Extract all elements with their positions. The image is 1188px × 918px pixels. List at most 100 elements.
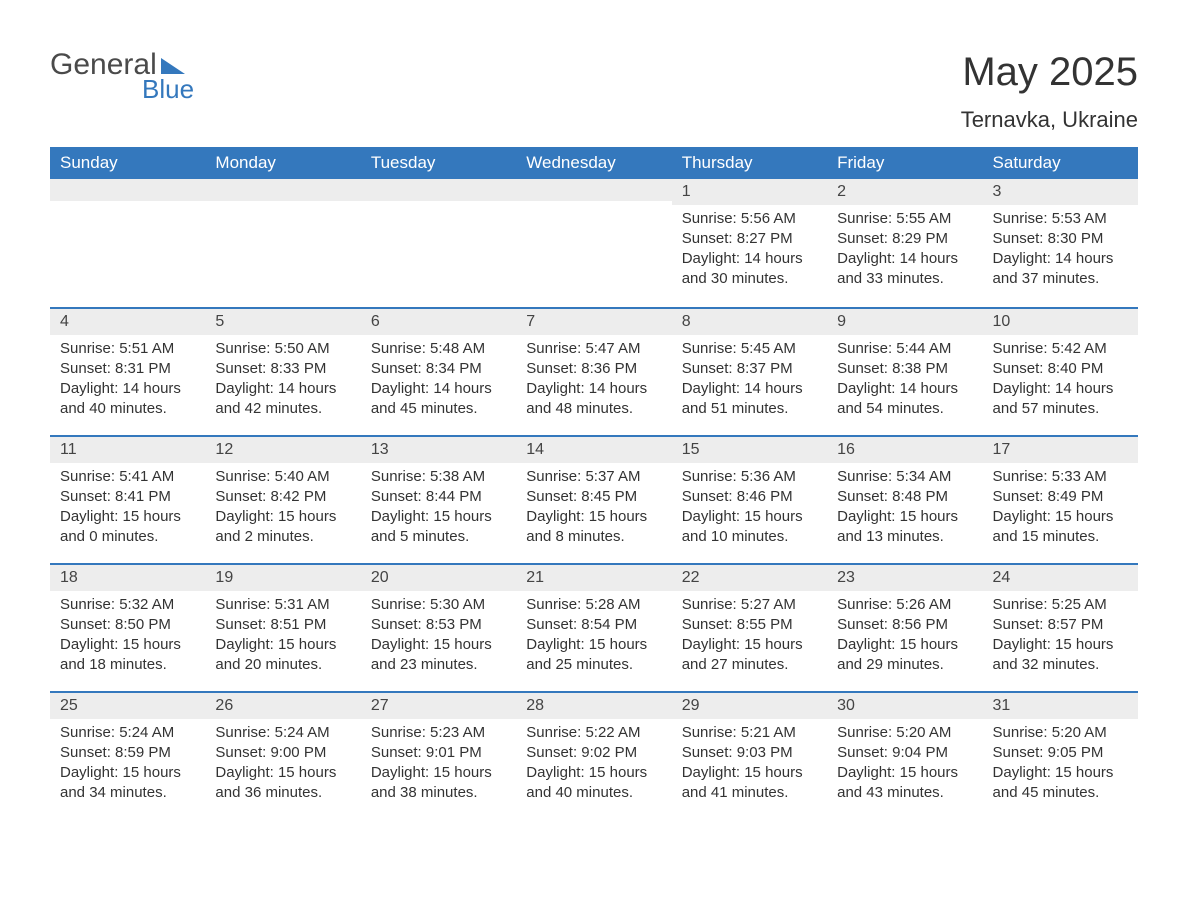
day-number: 31 [983,693,1138,719]
day-cell: 16Sunrise: 5:34 AMSunset: 8:48 PMDayligh… [827,437,982,563]
day-cell: 26Sunrise: 5:24 AMSunset: 9:00 PMDayligh… [205,693,360,819]
day-number: 14 [516,437,671,463]
day-body: Sunrise: 5:37 AMSunset: 8:45 PMDaylight:… [516,463,671,558]
sunrise-text: Sunrise: 5:28 AM [526,595,661,615]
day-number: 21 [516,565,671,591]
week-row: 18Sunrise: 5:32 AMSunset: 8:50 PMDayligh… [50,563,1138,691]
day-body: Sunrise: 5:20 AMSunset: 9:05 PMDaylight:… [983,719,1138,814]
daylight-text: Daylight: 15 hours and 10 minutes. [682,507,817,548]
day-cell: 12Sunrise: 5:40 AMSunset: 8:42 PMDayligh… [205,437,360,563]
daylight-text: Daylight: 15 hours and 8 minutes. [526,507,661,548]
sunrise-text: Sunrise: 5:40 AM [215,467,350,487]
weekday-header: Thursday [672,147,827,179]
day-body: Sunrise: 5:45 AMSunset: 8:37 PMDaylight:… [672,335,827,430]
week-row: 1 Sunrise: 5:56 AMSunset: 8:27 PM Daylight… [50,179,1138,307]
sunrise-text: Sunrise: 5:50 AM [215,339,350,359]
day-number: 9 [827,309,982,335]
sunset-text: Sunset: 9:03 PM [682,743,817,763]
day-cell: 22Sunrise: 5:27 AMSunset: 8:55 PMDayligh… [672,565,827,691]
daylight-text: Daylight: 14 hours and 37 minutes. [993,249,1128,290]
day-number: 3 [983,179,1138,205]
sunrise-text: Sunrise: 5:56 AM [682,209,817,229]
day-number: 4 [50,309,205,335]
sunrise-text: Sunrise: 5:42 AM [993,339,1128,359]
day-cell: 10Sunrise: 5:42 AMSunset: 8:40 PMDayligh… [983,309,1138,435]
day-cell: 5Sunrise: 5:50 AMSunset: 8:33 PMDaylight… [205,309,360,435]
daylight-text: Daylight: 15 hours and 43 minutes. [837,763,972,804]
day-cell: 25Sunrise: 5:24 AMSunset: 8:59 PMDayligh… [50,693,205,819]
day-body: Sunrise: 5:32 AMSunset: 8:50 PMDaylight:… [50,591,205,686]
sunset-text: Sunset: 8:51 PM [215,615,350,635]
day-number: 1 [672,179,827,205]
sunrise-text: Sunrise: 5:45 AM [682,339,817,359]
sunrise-text: Sunrise: 5:47 AM [526,339,661,359]
day-body: Sunrise: 5:34 AMSunset: 8:48 PMDaylight:… [827,463,982,558]
sunrise-text: Sunrise: 5:25 AM [993,595,1128,615]
sunrise-text: Sunrise: 5:21 AM [682,723,817,743]
day-body [361,201,516,215]
day-body: Sunrise: 5:51 AMSunset: 8:31 PMDaylight:… [50,335,205,430]
day-cell: 1Sunrise: 5:56 AMSunset: 8:27 PMDaylight… [672,179,827,307]
day-number: 28 [516,693,671,719]
daylight-text: Daylight: 14 hours and 57 minutes. [993,379,1128,420]
day-number: 27 [361,693,516,719]
daylight-text: Daylight: 15 hours and 13 minutes. [837,507,972,548]
sunset-text: Sunset: 8:48 PM [837,487,972,507]
sunset-text: Sunset: 8:45 PM [526,487,661,507]
day-number [516,179,671,201]
sunrise-text: Sunrise: 5:24 AM [60,723,195,743]
day-body: Sunrise: 5:48 AMSunset: 8:34 PMDaylight:… [361,335,516,430]
day-number: 25 [50,693,205,719]
day-number: 22 [672,565,827,591]
calendar: Sunday Monday Tuesday Wednesday Thursday… [50,147,1138,819]
sunset-text: Sunset: 8:41 PM [60,487,195,507]
daylight-text: Daylight: 15 hours and 29 minutes. [837,635,972,676]
day-body [205,201,360,215]
week-row: 25Sunrise: 5:24 AMSunset: 8:59 PMDayligh… [50,691,1138,819]
day-body: Sunrise: 5:55 AMSunset: 8:29 PMDaylight:… [827,205,982,300]
sunrise-text: Sunrise: 5:41 AM [60,467,195,487]
weekday-header-row: Sunday Monday Tuesday Wednesday Thursday… [50,147,1138,179]
day-cell: 11Sunrise: 5:41 AMSunset: 8:41 PMDayligh… [50,437,205,563]
day-body: Sunrise: 5:23 AMSunset: 9:01 PMDaylight:… [361,719,516,814]
day-body: Sunrise: 5:47 AMSunset: 8:36 PMDaylight:… [516,335,671,430]
sunrise-text: Sunrise: 5:23 AM [371,723,506,743]
sunset-text: Sunset: 8:50 PM [60,615,195,635]
day-body: Sunrise: 5:24 AMSunset: 8:59 PMDaylight:… [50,719,205,814]
daylight-text: Daylight: 14 hours and 48 minutes. [526,379,661,420]
day-number: 18 [50,565,205,591]
sunrise-text: Sunrise: 5:33 AM [993,467,1128,487]
day-cell: 21Sunrise: 5:28 AMSunset: 8:54 PMDayligh… [516,565,671,691]
day-body: Sunrise: 5:36 AMSunset: 8:46 PMDaylight:… [672,463,827,558]
logo: General Blue [50,50,194,105]
day-body: Sunrise: 5:28 AMSunset: 8:54 PMDaylight:… [516,591,671,686]
daylight-text: Daylight: 14 hours and 40 minutes. [60,379,195,420]
sunset-text: Sunset: 8:49 PM [993,487,1128,507]
day-cell: 29Sunrise: 5:21 AMSunset: 9:03 PMDayligh… [672,693,827,819]
sunset-text: Sunset: 8:33 PM [215,359,350,379]
sunset-text: Sunset: 8:27 PM [682,229,817,249]
day-number [205,179,360,201]
sunset-text: Sunset: 8:44 PM [371,487,506,507]
sunset-text: Sunset: 9:04 PM [837,743,972,763]
day-body: Sunrise: 5:27 AMSunset: 8:55 PMDaylight:… [672,591,827,686]
day-body: Sunrise: 5:20 AMSunset: 9:04 PMDaylight:… [827,719,982,814]
title-block: May 2025 Ternavka, Ukraine [961,50,1138,133]
day-number [361,179,516,201]
day-cell [205,179,360,307]
sunset-text: Sunset: 8:46 PM [682,487,817,507]
weekday-header: Sunday [50,147,205,179]
daylight-text: Daylight: 14 hours and 51 minutes. [682,379,817,420]
daylight-text: Daylight: 15 hours and 18 minutes. [60,635,195,676]
day-cell: 23Sunrise: 5:26 AMSunset: 8:56 PMDayligh… [827,565,982,691]
sunset-text: Sunset: 8:59 PM [60,743,195,763]
day-number: 8 [672,309,827,335]
daylight-text: Daylight: 14 hours and 45 minutes. [371,379,506,420]
location: Ternavka, Ukraine [961,107,1138,133]
daylight-text: Daylight: 15 hours and 32 minutes. [993,635,1128,676]
day-cell: 7Sunrise: 5:47 AMSunset: 8:36 PMDaylight… [516,309,671,435]
sunset-text: Sunset: 8:36 PM [526,359,661,379]
day-number: 11 [50,437,205,463]
day-number: 6 [361,309,516,335]
day-cell [50,179,205,307]
